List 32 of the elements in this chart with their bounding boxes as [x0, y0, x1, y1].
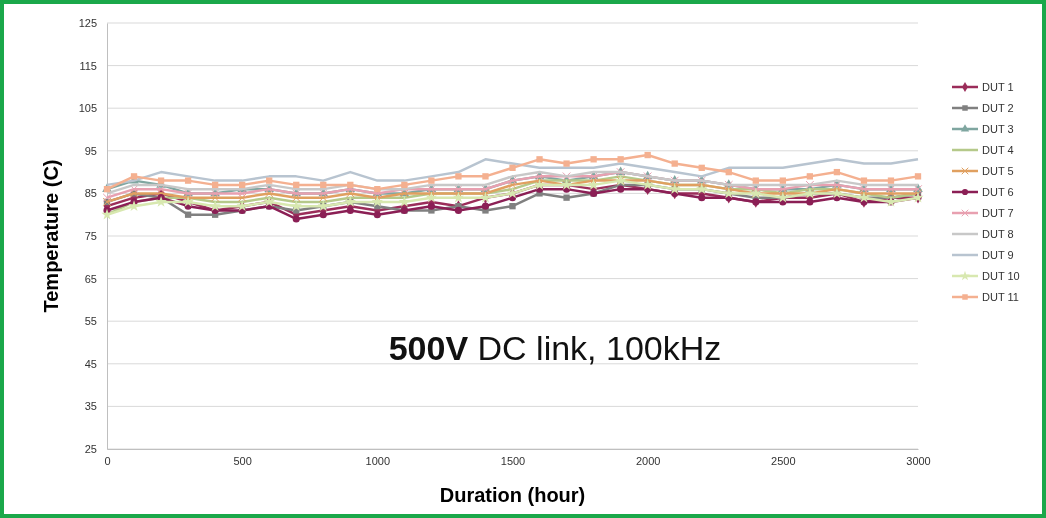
y-axis-title: Temperature (C) [40, 159, 62, 313]
legend-label: DUT 8 [982, 228, 1014, 240]
x-tick-label: 2500 [771, 454, 796, 467]
y-tick-label: 55 [84, 315, 97, 328]
legend-label: DUT 2 [982, 102, 1014, 114]
legend-label: DUT 11 [982, 291, 1019, 303]
annotation: 500V DC link, 100kHz [388, 329, 722, 367]
legend-label: DUT 1 [982, 81, 1014, 93]
y-tick-label: 105 [78, 102, 97, 115]
x-tick-label: 2000 [635, 454, 661, 467]
y-tick-label: 85 [84, 187, 97, 200]
y-tick-label: 75 [84, 230, 97, 243]
x-tick-label: 1000 [365, 454, 391, 467]
y-tick-label: 45 [84, 357, 97, 370]
x-tick-label: 3000 [906, 454, 931, 467]
y-tick-label: 35 [84, 400, 97, 413]
y-tick-label: 25 [84, 443, 97, 456]
y-tick-label: 115 [79, 59, 97, 72]
x-tick-label: 500 [233, 454, 252, 467]
x-axis-title: Duration (hour) [439, 484, 586, 506]
legend-label: DUT 4 [982, 144, 1014, 156]
legend-label: DUT 7 [982, 207, 1014, 219]
legend-label: DUT 9 [982, 249, 1014, 261]
x-tick-label: 0 [104, 454, 111, 467]
legend-label: DUT 3 [982, 123, 1014, 135]
y-tick-label: 125 [78, 17, 97, 30]
x-tick-label: 1500 [500, 454, 526, 467]
y-tick-label: 95 [84, 144, 97, 157]
legend-label: DUT 5 [982, 165, 1014, 177]
legend-label: DUT 10 [982, 270, 1020, 282]
legend-label: DUT 6 [982, 186, 1014, 198]
y-tick-label: 65 [84, 272, 97, 285]
